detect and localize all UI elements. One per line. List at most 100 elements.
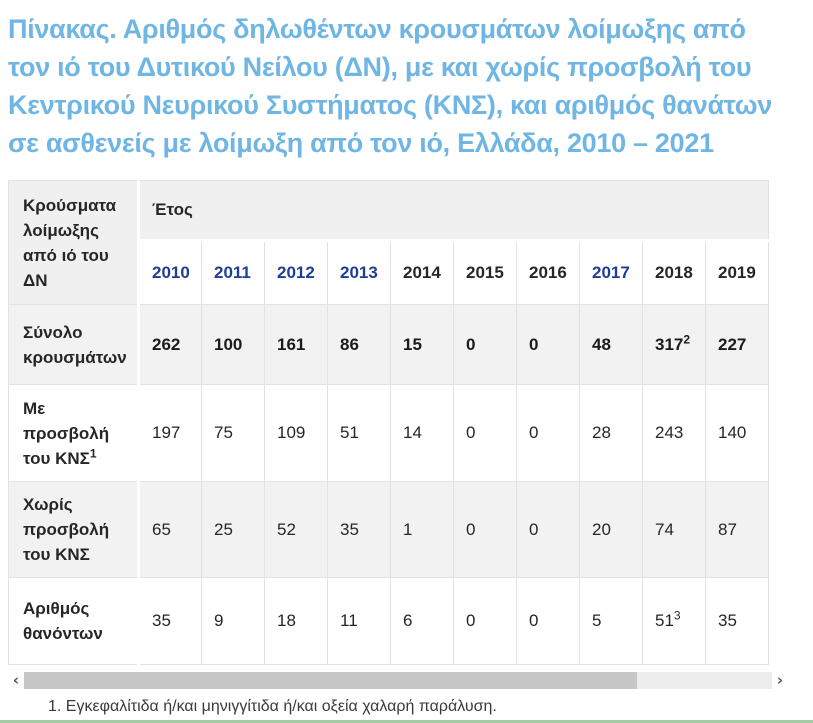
cell-sup: 2 bbox=[683, 331, 691, 346]
row-label-total-cases: Σύνολο κρουσμάτων bbox=[8, 304, 140, 385]
cell-cns-2019: 140 bbox=[705, 384, 769, 482]
cell-nocns-2013: 35 bbox=[327, 481, 391, 578]
cell-value: 197 bbox=[152, 423, 181, 442]
cell-value: 262 bbox=[152, 334, 181, 354]
cell-value: 51 bbox=[655, 611, 674, 630]
bottom-divider-line bbox=[0, 720, 813, 723]
cell-value: 14 bbox=[403, 423, 422, 442]
cell-value: 9 bbox=[214, 611, 224, 630]
year-link-2010[interactable]: 2010 bbox=[138, 240, 202, 305]
cell-value: 87 bbox=[718, 519, 737, 539]
cell-total-2012: 161 bbox=[264, 304, 328, 385]
cell-value: 161 bbox=[277, 334, 306, 354]
year-link-2013[interactable]: 2013 bbox=[327, 240, 391, 305]
cell-value: 11 bbox=[340, 611, 358, 630]
cell-deaths-2016: 0 bbox=[516, 577, 580, 665]
cell-value: 35 bbox=[152, 611, 171, 630]
footnote-1: 1. Εγκεφαλίτιδα ή/και μηνιγγίτιδα ή/και … bbox=[48, 698, 497, 715]
row-label-text: Σύνολο κρουσμάτων bbox=[23, 322, 127, 367]
cell-value: 86 bbox=[340, 334, 359, 354]
year-link-2017[interactable]: 2017 bbox=[579, 240, 643, 305]
cell-deaths-2012: 18 bbox=[264, 577, 328, 665]
cell-value: 74 bbox=[655, 519, 674, 539]
cell-value: 35 bbox=[340, 519, 359, 539]
table-row-without-cns: Χωρίς προσβολή του ΚΝΣ 65 25 52 35 1 0 0… bbox=[8, 481, 769, 578]
horizontal-scrollbar[interactable]: ‹ › bbox=[8, 672, 788, 689]
cell-deaths-2018: 513 bbox=[642, 577, 706, 665]
cell-total-2016: 0 bbox=[516, 304, 580, 385]
page-title: Πίνακας. Αριθμός δηλωθέντων κρουσμάτων λ… bbox=[8, 14, 772, 158]
cell-value: 109 bbox=[277, 423, 306, 442]
cell-value: 0 bbox=[529, 611, 539, 630]
cell-deaths-2019: 35 bbox=[705, 577, 769, 665]
year-header-2016: 2016 bbox=[516, 240, 580, 305]
cell-nocns-2017: 20 bbox=[579, 481, 643, 578]
cell-value: 28 bbox=[592, 423, 611, 442]
year-link-2011[interactable]: 2011 bbox=[201, 240, 265, 305]
cell-value: 140 bbox=[718, 423, 747, 442]
cell-value: 48 bbox=[592, 334, 611, 354]
cases-table: Κρούσματα λοίμωξης από ιό του ΔΝ Έτος 20… bbox=[8, 180, 769, 665]
cell-cns-2018: 243 bbox=[642, 384, 706, 482]
year-group-header: Έτος bbox=[138, 180, 769, 242]
table-scroll-viewport: Κρούσματα λοίμωξης από ιό του ΔΝ Έτος 20… bbox=[8, 180, 805, 665]
cell-value: 0 bbox=[529, 334, 539, 354]
cell-value: 317 bbox=[655, 334, 684, 354]
cell-deaths-2014: 6 bbox=[390, 577, 454, 665]
cell-total-2019: 227 bbox=[705, 304, 769, 385]
cell-nocns-2014: 1 bbox=[390, 481, 454, 578]
scroll-left-arrow-icon[interactable]: ‹ bbox=[12, 671, 20, 689]
cell-nocns-2010: 65 bbox=[138, 481, 202, 578]
cell-nocns-2018: 74 bbox=[642, 481, 706, 578]
cell-value: 6 bbox=[403, 611, 413, 630]
cell-value: 0 bbox=[466, 423, 476, 442]
row-label-text: Αριθμός θανόντων bbox=[23, 599, 103, 643]
row-label-text: Χωρίς προσβολή του ΚΝΣ bbox=[23, 495, 110, 564]
cell-deaths-2013: 11 bbox=[327, 577, 391, 665]
cell-total-2017: 48 bbox=[579, 304, 643, 385]
cell-cns-2013: 51 bbox=[327, 384, 391, 482]
row-label-with-cns: Με προσβολή του ΚΝΣ1 bbox=[8, 384, 140, 482]
cell-value: 75 bbox=[214, 423, 233, 442]
cell-cns-2010: 197 bbox=[138, 384, 202, 482]
cell-value: 52 bbox=[277, 519, 296, 539]
row-label-without-cns: Χωρίς προσβολή του ΚΝΣ bbox=[8, 481, 140, 578]
table-row-with-cns: Με προσβολή του ΚΝΣ1 197 75 109 51 14 0 … bbox=[8, 384, 769, 482]
cell-total-2010: 262 bbox=[138, 304, 202, 385]
cell-cns-2015: 0 bbox=[453, 384, 517, 482]
cell-total-2013: 86 bbox=[327, 304, 391, 385]
cell-value: 25 bbox=[214, 519, 233, 539]
table-row-deaths: Αριθμός θανόντων 35 9 18 11 6 0 0 5 513 … bbox=[8, 577, 769, 665]
cell-cns-2014: 14 bbox=[390, 384, 454, 482]
scroll-right-arrow-icon[interactable]: › bbox=[776, 671, 784, 689]
cell-value: 35 bbox=[718, 611, 737, 630]
cell-sup: 3 bbox=[673, 608, 681, 623]
row-label-text: Με προσβολή του ΚΝΣ bbox=[23, 398, 110, 468]
cell-total-2014: 15 bbox=[390, 304, 454, 385]
cell-nocns-2012: 52 bbox=[264, 481, 328, 578]
scrollbar-track[interactable] bbox=[24, 672, 772, 689]
scrollbar-thumb[interactable] bbox=[24, 672, 638, 689]
cell-value: 15 bbox=[403, 334, 422, 354]
cell-value: 1 bbox=[403, 519, 413, 539]
cell-deaths-2011: 9 bbox=[201, 577, 265, 665]
cell-cns-2017: 28 bbox=[579, 384, 643, 482]
cell-value: 0 bbox=[466, 334, 476, 354]
table-row-total-cases: Σύνολο κρουσμάτων 262 100 161 86 15 0 0 … bbox=[8, 304, 769, 385]
year-header-2018: 2018 bbox=[642, 240, 706, 305]
cell-nocns-2019: 87 bbox=[705, 481, 769, 578]
cell-total-2011: 100 bbox=[201, 304, 265, 385]
cell-value: 100 bbox=[214, 334, 243, 354]
cell-value: 65 bbox=[152, 519, 171, 539]
cell-value: 0 bbox=[466, 611, 476, 630]
cell-value: 0 bbox=[529, 519, 539, 539]
row-label-sup: 1 bbox=[89, 445, 97, 460]
year-link-2012[interactable]: 2012 bbox=[264, 240, 328, 305]
cell-value: 5 bbox=[592, 611, 602, 630]
cell-nocns-2016: 0 bbox=[516, 481, 580, 578]
header-row-group: Κρούσματα λοίμωξης από ιό του ΔΝ Έτος bbox=[8, 180, 769, 305]
cell-deaths-2015: 0 bbox=[453, 577, 517, 665]
cell-cns-2011: 75 bbox=[201, 384, 265, 482]
year-header-2015: 2015 bbox=[453, 240, 517, 305]
